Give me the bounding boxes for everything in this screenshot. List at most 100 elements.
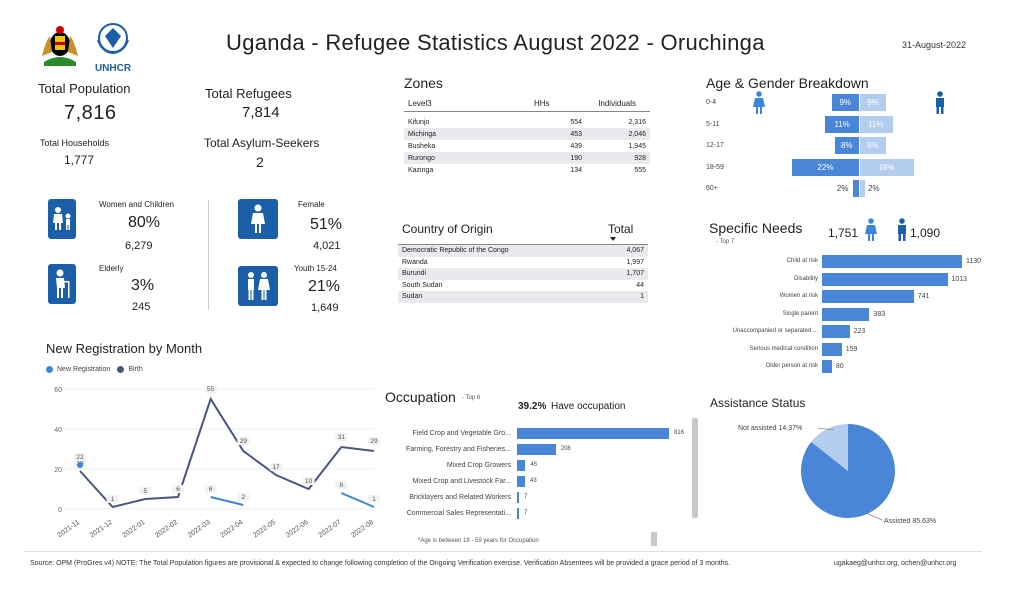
zone-individuals: 2,316 — [628, 118, 646, 126]
age-bar-left — [852, 180, 859, 197]
country-col-total: Total — [608, 222, 634, 236]
need-label: Women at risk — [779, 293, 818, 299]
registration-line-chart: 0 20 40 60 2021-11 2021-12 2022-01 2022-02 2022-… — [54, 385, 380, 540]
age-bar-left-label: 2% — [836, 184, 849, 193]
data-label: 29 — [368, 437, 380, 445]
data-label: 6 — [172, 485, 184, 493]
age-center-axis — [859, 92, 860, 200]
total-refugees-value: 7,814 — [242, 104, 280, 121]
country-row[interactable]: Rwanda 1,997 — [398, 257, 648, 269]
footer-source: Source: OPM (ProGres v4) NOTE: The Total… — [30, 560, 731, 567]
country-row[interactable]: Democratic Republic of the Congo 4,067 — [398, 245, 648, 257]
total-asylum-value: 2 — [256, 154, 264, 170]
zone-individuals: 2,046 — [584, 128, 650, 140]
country-sort-icon — [610, 237, 616, 241]
zones-col-level: Level3 — [408, 99, 432, 108]
zone-name: Michinga — [404, 128, 534, 140]
zone-row[interactable]: Kifunjo 554 2,316 — [404, 116, 650, 128]
report-date: 31-August-2022 — [902, 40, 967, 50]
data-label: 10 — [302, 477, 315, 485]
svg-text:22: 22 — [76, 454, 84, 461]
svg-text:17: 17 — [272, 464, 280, 471]
occupation-chart: Field Crop and Vegetable Gro... 816 Farmin… — [385, 420, 695, 530]
age-bar-right — [859, 137, 887, 154]
pie-slice-not-assisted — [811, 424, 848, 471]
total-households-value: 1,777 — [64, 153, 95, 167]
x-tick-label: 2022-04 — [219, 519, 244, 540]
x-tick-label: 2022-07 — [317, 519, 342, 540]
youth-label: Youth 15-24 — [294, 264, 337, 273]
zone-row[interactable]: Kazinga 134 555 — [404, 164, 650, 176]
age-bar-left-label: 9% — [839, 98, 852, 107]
country-name: Democratic Republic of the Congo — [398, 245, 605, 257]
zone-name: Kifunjo — [408, 118, 430, 126]
demographics-divider — [208, 200, 209, 310]
specific-needs-title: Specific Needs — [709, 220, 803, 236]
age-bar-left — [825, 115, 859, 133]
not-assisted-leader — [817, 427, 835, 431]
occupation-have-label: Have occupation — [551, 401, 626, 412]
zone-row[interactable]: Rurongo 190 928 — [404, 152, 650, 164]
birth-point — [77, 462, 83, 468]
x-tick-label: 2022-01 — [121, 519, 146, 540]
zones-col-individuals: Individuals — [598, 99, 636, 108]
zones-table: Level3 HHs Individuals Kifunjo 554 2,316 Mi… — [404, 96, 650, 176]
legend-new-registration: New Registration — [57, 366, 111, 373]
women-children-count: 6,279 — [125, 240, 153, 252]
data-label: 1 — [106, 495, 119, 503]
legend-new-registration-swatch — [46, 366, 53, 373]
registration-title: New Registration by Month — [46, 341, 203, 356]
occupation-subtitle: - Top 6 — [462, 395, 481, 401]
need-label: Older person at risk — [765, 363, 818, 369]
country-row[interactable]: Sudan 1 — [398, 291, 648, 303]
total-asylum-label: Total Asylum-Seekers — [204, 136, 320, 150]
data-label: 2 — [237, 493, 250, 501]
country-name: Sudan — [398, 291, 605, 303]
data-label: 6 — [204, 485, 217, 493]
need-label: Disability — [793, 275, 818, 282]
specific-needs-female-count: 1,751 — [828, 226, 859, 240]
x-tick-label: 2022-06 — [285, 519, 310, 540]
female-pct: 51% — [310, 216, 343, 233]
svg-text:55: 55 — [207, 386, 215, 393]
specific-needs-chart: Child at risk 1130 Disability 1013 Women at … — [700, 252, 1000, 382]
svg-text:10: 10 — [305, 478, 313, 485]
zone-row[interactable]: Busheka 439 1,945 — [404, 140, 650, 152]
x-tick-label: 2021-11 — [57, 519, 82, 539]
country-row[interactable]: South Sudan 44 — [398, 280, 648, 292]
youth-count: 1,649 — [311, 302, 339, 314]
zone-individuals: 1,945 — [628, 142, 646, 150]
zone-hhs: 134 — [570, 166, 582, 174]
svg-text:6: 6 — [176, 486, 180, 493]
x-tick-label: 2021-12 — [89, 519, 114, 540]
assisted-label: Assisted 85.63% — [884, 518, 936, 525]
zone-row[interactable]: Michinga 453 2,046 — [404, 128, 650, 140]
need-bar — [822, 342, 842, 356]
age-group-label: 60+ — [706, 185, 718, 192]
country-total: 1,997 — [626, 258, 644, 266]
page-title: Uganda - Refugee Statistics August 2022 … — [226, 30, 765, 55]
unhcr-logo: UNHCR — [88, 22, 138, 74]
occupation-scrollbar[interactable] — [692, 418, 698, 518]
occupation-value: 7 — [524, 510, 528, 516]
age-bar-left-label: 22% — [817, 162, 834, 172]
needs-male-icon — [896, 218, 908, 247]
country-total: 44 — [636, 281, 644, 289]
zones-rows: Kifunjo 554 2,316 Michinga 453 2,046 Busheka 43… — [404, 116, 650, 176]
need-value: 159 — [845, 345, 858, 353]
x-tick-label: 2022-08 — [350, 519, 375, 540]
footer-contacts: ugakaeg@unhcr.org, ochen@unhcr.org — [834, 560, 957, 567]
age-group-label: 5-11 — [706, 120, 720, 128]
y-tick-label: 60 — [54, 387, 62, 394]
age-gender-chart: 0-4 9% 9% 5-11 11% 11% 12-17 8% 9% 18-59 22% 18% 60+… — [700, 92, 1000, 202]
country-row[interactable]: Burundi 1,707 — [398, 268, 648, 280]
elderly-pct: 3% — [131, 277, 155, 294]
occupation-value: 816 — [674, 430, 685, 436]
occupation-scrollbar-bottom[interactable] — [651, 532, 657, 546]
occupation-value: 45 — [530, 462, 538, 468]
elderly-count: 245 — [132, 301, 151, 313]
occupation-label: Commercial Sales Representati... — [406, 510, 511, 517]
zones-title: Zones — [404, 75, 443, 91]
uganda-coat-of-arms-logo — [36, 22, 84, 70]
zone-hhs: 554 — [570, 118, 582, 126]
